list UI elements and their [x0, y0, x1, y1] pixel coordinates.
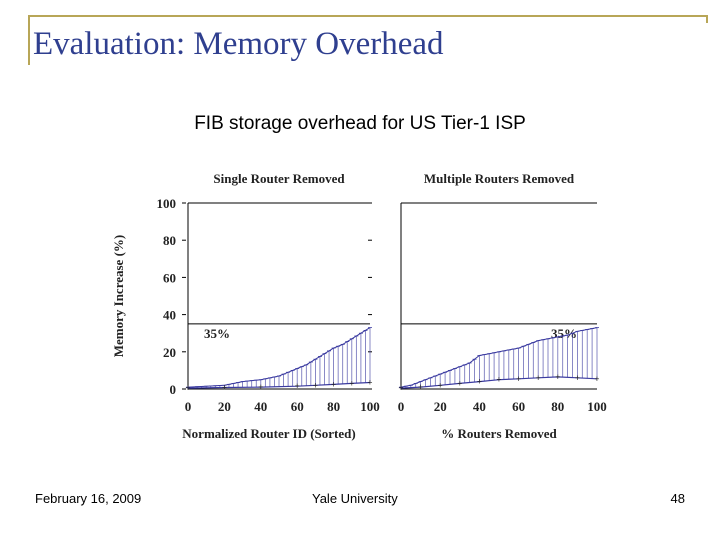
panel-title: Single Router Removed [213, 171, 345, 186]
x-tick-label: 100 [587, 399, 607, 414]
x-tick-label: 100 [360, 399, 380, 414]
panel-title: Multiple Routers Removed [424, 171, 575, 186]
median-point-marker: + [496, 375, 501, 385]
series-line-median [400, 376, 598, 389]
x-tick-label: 20 [434, 399, 447, 414]
median-point-marker: + [367, 377, 372, 387]
median-point-marker: + [258, 382, 263, 392]
annotation-label: 35% [204, 326, 230, 341]
median-point-marker: + [418, 382, 423, 392]
slide-frame-left [28, 15, 30, 65]
median-point-marker: + [438, 380, 443, 390]
median-point-marker: + [516, 374, 521, 384]
median-point-marker: + [457, 378, 462, 388]
x-tick-label: 60 [512, 399, 525, 414]
series-line-median [187, 381, 371, 389]
y-tick-label: 40 [163, 308, 176, 323]
y-tick-label: 100 [157, 196, 177, 211]
x-tick-label: 80 [551, 399, 564, 414]
x-axis-label: Normalized Router ID (Sorted) [182, 426, 355, 441]
x-tick-label: 80 [327, 399, 340, 414]
footer-page-number: 48 [670, 491, 685, 506]
median-point-marker: + [331, 379, 336, 389]
slide-title: Evaluation: Memory Overhead [33, 26, 444, 62]
slide-frame-tick [706, 15, 708, 23]
median-point-marker: + [477, 377, 482, 387]
median-point-marker: + [536, 373, 541, 383]
median-point-marker: + [575, 373, 580, 383]
x-tick-label: 40 [473, 399, 486, 414]
y-tick-label: 20 [163, 345, 176, 360]
median-point-marker: + [594, 374, 599, 384]
series-line-max [400, 327, 598, 388]
footer-date: February 16, 2009 [35, 491, 142, 506]
median-point-marker: + [222, 383, 227, 393]
median-point-marker: + [185, 383, 190, 393]
y-tick-label: 60 [163, 270, 176, 285]
median-point-marker: + [349, 378, 354, 388]
x-tick-label: 60 [291, 399, 304, 414]
series-line-max [187, 327, 371, 388]
slide-frame-top [28, 15, 708, 17]
footer-organization: Yale University [312, 491, 398, 506]
median-point-marker: + [555, 372, 560, 382]
chart-subtitle: FIB storage overhead for US Tier-1 ISP [194, 113, 526, 134]
y-tick-label: 0 [170, 382, 177, 397]
y-tick-label: 80 [163, 233, 176, 248]
series-group: + + + + + + + + + + + [398, 327, 600, 393]
x-tick-label: 0 [398, 399, 405, 414]
median-point-marker: + [295, 381, 300, 391]
median-point-marker: + [313, 380, 318, 390]
x-axis-label: % Routers Removed [441, 426, 557, 441]
x-tick-label: 20 [218, 399, 231, 414]
series-group: + + + + + + + + [185, 327, 373, 393]
y-axis-label: Memory Increase (%) [111, 235, 126, 358]
median-point-marker: + [398, 383, 403, 393]
x-tick-label: 0 [185, 399, 192, 414]
x-tick-label: 40 [254, 399, 267, 414]
